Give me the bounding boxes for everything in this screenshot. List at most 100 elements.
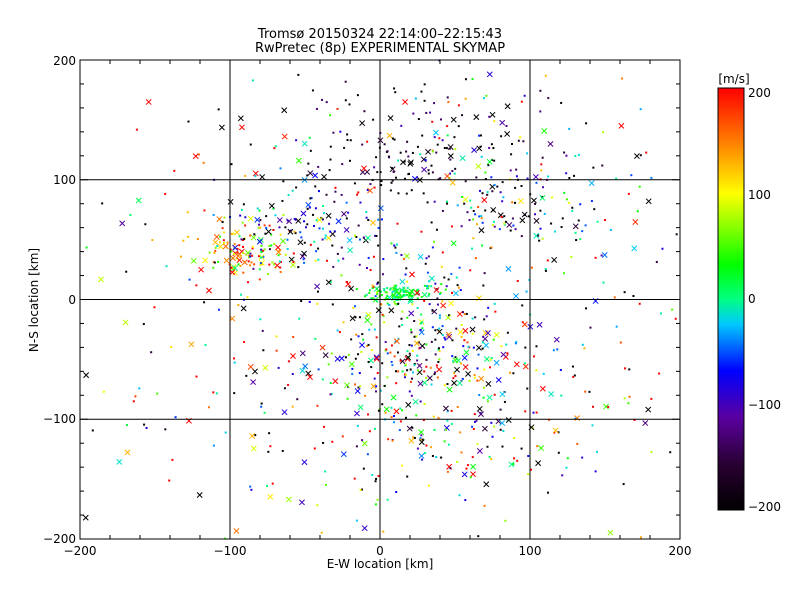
- scatter-dot-marker: [135, 128, 138, 131]
- scatter-dot-marker: [308, 136, 311, 139]
- scatter-dot-marker: [404, 373, 407, 376]
- scatter-dot-marker: [428, 303, 431, 306]
- scatter-dot-marker: [361, 333, 364, 336]
- scatter-dot-marker: [330, 392, 333, 395]
- scatter-dot-marker: [426, 201, 429, 204]
- scatter-cross-marker: [249, 432, 256, 439]
- scatter-dot-marker: [423, 83, 426, 86]
- scatter-cross-marker: [417, 253, 424, 260]
- scatter-dot-marker: [650, 176, 653, 179]
- scatter-dot-marker: [291, 189, 294, 192]
- scatter-dot-marker: [538, 239, 541, 242]
- x-tick-label: 0: [376, 544, 384, 558]
- scatter-dot-marker: [563, 272, 566, 275]
- scatter-dot-marker: [377, 409, 380, 412]
- scatter-dot-marker: [671, 308, 674, 311]
- scatter-dot-marker: [483, 504, 486, 507]
- scatter-dot-marker: [600, 254, 603, 257]
- scatter-dot-marker: [557, 451, 560, 454]
- scatter-dot-marker: [238, 244, 241, 247]
- scatter-dot-marker: [308, 206, 311, 209]
- scatter-dot-marker: [454, 167, 457, 170]
- scatter-dot-marker: [338, 331, 341, 334]
- scatter-dot-marker: [267, 450, 270, 453]
- scatter-dot-marker: [435, 151, 438, 154]
- scatter-dot-marker: [408, 390, 411, 393]
- scatter-cross-marker: [216, 216, 223, 223]
- scatter-dot-marker: [431, 120, 434, 123]
- scatter-dot-marker: [349, 139, 352, 142]
- scatter-dot-marker: [584, 390, 587, 393]
- scatter-cross-marker: [229, 315, 236, 322]
- scatter-cross-marker: [539, 195, 546, 201]
- scatter-dot-marker: [433, 200, 436, 203]
- scatter-cross-marker: [465, 370, 472, 377]
- scatter-dot-marker: [449, 467, 452, 470]
- scatter-dot-marker: [355, 333, 358, 336]
- scatter-dot-marker: [358, 371, 361, 374]
- scatter-dot-marker: [380, 303, 383, 306]
- scatter-dot-marker: [650, 397, 653, 400]
- scatter-dot-marker: [463, 313, 466, 316]
- scatter-dot-marker: [471, 425, 474, 428]
- scatter-cross-marker: [287, 228, 294, 235]
- scatter-dot-marker: [437, 416, 440, 419]
- scatter-dot-marker: [441, 209, 444, 212]
- scatter-dot-marker: [416, 307, 419, 310]
- scatter-dot-marker: [138, 387, 141, 390]
- scatter-dot-marker: [367, 219, 370, 222]
- scatter-dot-marker: [658, 372, 661, 375]
- scatter-dot-marker: [516, 279, 519, 282]
- scatter-dot-marker: [430, 164, 433, 167]
- scatter-cross-marker: [340, 451, 347, 458]
- scatter-dot-marker: [468, 219, 471, 222]
- scatter-dot-marker: [439, 291, 442, 294]
- scatter-dot-marker: [431, 150, 434, 153]
- scatter-cross-marker: [541, 127, 548, 134]
- scatter-dot-marker: [394, 370, 397, 373]
- scatter-dot-marker: [347, 211, 350, 214]
- scatter-dot-marker: [429, 366, 432, 369]
- scatter-dot-marker: [453, 372, 456, 375]
- scatter-dot-marker: [215, 392, 218, 395]
- chart-title: Tromsø 20150324 22:14:00–22:15:43: [257, 27, 502, 42]
- scatter-dot-marker: [330, 352, 333, 355]
- scatter-dot-marker: [268, 263, 271, 266]
- scatter-dot-marker: [372, 255, 375, 258]
- scatter-cross-marker: [418, 453, 425, 459]
- scatter-dot-marker: [329, 158, 332, 161]
- scatter-dot-marker: [359, 201, 362, 204]
- scatter-dot-marker: [300, 300, 303, 303]
- scatter-cross-marker: [428, 275, 435, 282]
- scatter-dot-marker: [669, 451, 672, 454]
- scatter-dot-marker: [409, 295, 412, 298]
- scatter-cross-marker: [325, 212, 332, 219]
- scatter-dot-marker: [375, 234, 378, 237]
- scatter-dot-marker: [437, 347, 440, 350]
- scatter-cross-marker: [601, 252, 608, 258]
- scatter-dot-marker: [259, 226, 262, 229]
- scatter-dot-marker: [365, 293, 368, 296]
- scatter-dot-marker: [550, 222, 553, 225]
- scatter-dot-marker: [483, 318, 486, 321]
- scatter-dot-marker: [374, 480, 377, 483]
- scatter-cross-marker: [536, 321, 543, 328]
- scatter-dot-marker: [434, 371, 437, 374]
- scatter-dot-marker: [615, 177, 618, 180]
- scatter-dot-marker: [212, 391, 215, 394]
- scatter-dot-marker: [241, 221, 244, 224]
- scatter-dot-marker: [451, 291, 454, 294]
- scatter-dot-marker: [423, 299, 426, 302]
- scatter-cross-marker: [408, 310, 415, 317]
- scatter-dot-marker: [650, 451, 653, 454]
- scatter-dot-marker: [565, 172, 568, 175]
- scatter-dot-marker: [602, 281, 605, 284]
- scatter-cross-marker: [462, 196, 469, 203]
- scatter-dot-marker: [397, 192, 400, 195]
- scatter-dot-marker: [393, 355, 396, 358]
- scatter-dot-marker: [272, 228, 275, 231]
- scatter-dot-marker: [440, 456, 443, 459]
- y-tick-label: −200: [43, 532, 76, 546]
- scatter-dot-marker: [388, 303, 391, 306]
- scatter-cross-marker: [531, 197, 537, 204]
